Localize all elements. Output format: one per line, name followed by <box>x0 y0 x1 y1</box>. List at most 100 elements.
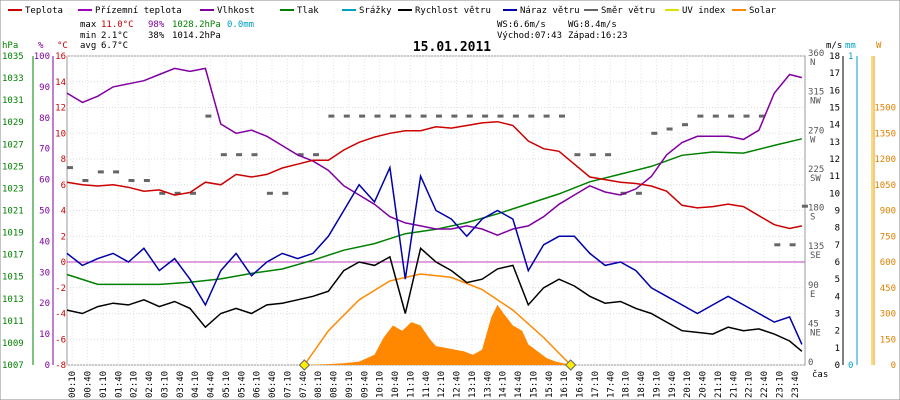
hum-tick-label: 20 <box>39 299 50 309</box>
unit-solar: W <box>876 41 882 51</box>
wind-dir-mark <box>128 179 135 182</box>
hum-tick-label: 0 <box>45 361 50 371</box>
press-tick-label: 1031 <box>2 96 24 106</box>
wind-dir-mark <box>82 179 89 182</box>
solar-tick-label: 600 <box>880 258 896 268</box>
unit-wind: m/s <box>826 41 842 51</box>
wind-dir-mark <box>266 191 273 195</box>
x-tick-label: 09:10 <box>345 371 355 398</box>
wind-tick-label: 2 <box>835 327 840 337</box>
dir-tick-label: 225 <box>808 165 824 175</box>
sun-marker <box>298 359 311 371</box>
wind-tick-label: 4 <box>835 292 840 302</box>
x-tick-label: 01:10 <box>99 371 109 398</box>
temp-tick-label: 2 <box>61 232 66 242</box>
rain-tick-label: 0 <box>848 361 853 371</box>
wind-dir-mark <box>220 153 227 157</box>
wind-dir-mark <box>543 114 550 118</box>
legend-label: Srážky <box>359 6 392 16</box>
wind-dir-mark <box>559 114 565 118</box>
legend-label: Teplota <box>25 6 63 16</box>
x-tick-label: 22:10 <box>745 371 755 398</box>
x-tick-label: 03:40 <box>176 371 186 398</box>
dir-name-label: S <box>810 213 815 223</box>
dir-tick-label: 0 <box>808 358 813 368</box>
stat-min-temp: 2.1°C <box>101 31 128 41</box>
wind-dir-mark <box>297 153 304 157</box>
solar-tick-label: 900 <box>880 207 896 217</box>
temperature-series <box>66 120 803 230</box>
hum-tick-label: 30 <box>39 268 50 278</box>
hum-tick-label: 60 <box>39 176 50 186</box>
unit-rain: mm <box>845 41 856 51</box>
wind-dir-mark <box>174 191 181 195</box>
wind-dir-mark <box>420 114 427 118</box>
stat-avg-temp: 6.7°C <box>101 41 128 51</box>
wind-dir-mark <box>205 114 212 118</box>
hum-tick-label: 40 <box>39 237 50 247</box>
x-tick-label: 23:40 <box>791 371 801 398</box>
temp-tick-label: 14 <box>55 78 66 88</box>
hum-tick-label: 100 <box>34 52 50 62</box>
dir-name-label: NE <box>810 328 821 338</box>
chart-title: 15.01.2011 <box>413 40 491 55</box>
x-tick-label: 07:10 <box>283 371 293 398</box>
dir-name-label: NW <box>810 97 821 107</box>
solar-tick-label: 300 <box>880 310 896 320</box>
press-tick-label: 1019 <box>2 229 24 239</box>
press-tick-label: 1035 <box>2 52 24 62</box>
unit-temp: °C <box>57 41 68 51</box>
legend-label: Tlak <box>297 6 319 16</box>
wind-dir-mark <box>466 114 473 118</box>
rain-tick-label: 1 <box>848 52 853 62</box>
x-tick-label: 02:40 <box>145 371 155 398</box>
wind-dir-mark <box>159 191 166 195</box>
x-tick-label: 07:40 <box>299 371 309 398</box>
wind-dir-mark <box>436 114 442 118</box>
legend-label: Vlhkost <box>217 6 255 16</box>
press-tick-label: 1015 <box>2 273 24 283</box>
stat-max-press: 1028.2hPa <box>172 20 221 30</box>
wind-dir-mark <box>789 243 796 247</box>
x-tick-label: 19:10 <box>652 371 662 398</box>
wind-dir-mark <box>605 153 612 157</box>
legend-label: Směr větru <box>601 6 655 16</box>
wind-dir-mark <box>359 114 366 118</box>
wind-dir-mark <box>497 114 504 118</box>
wind-dir-mark <box>374 114 381 118</box>
wind-dir-mark <box>589 153 596 157</box>
solar-theoretical-curve <box>303 273 572 366</box>
dir-name-label: SE <box>810 251 821 261</box>
wind-dir-mark <box>451 114 458 118</box>
legend-label: Rychlost větru <box>415 6 491 16</box>
hum-tick-label: 70 <box>39 145 50 155</box>
dir-name-label: W <box>810 135 816 145</box>
x-axis: 00:10 00:40 01:10 01:40 02:10 02:40 03:10 03:40… <box>68 369 828 398</box>
x-tick-label: 17:10 <box>591 371 601 398</box>
x-tick-label: 11:10 <box>406 371 416 398</box>
hum-tick-label: 50 <box>39 207 50 217</box>
stat-ws: WS:6.6m/s <box>497 20 546 30</box>
plot-grid <box>66 55 806 366</box>
dir-tick-label: 135 <box>808 242 824 252</box>
dir-name-label: SW <box>810 174 821 184</box>
x-tick-label: 03:10 <box>160 371 170 398</box>
wind-tick-label: 3 <box>835 310 840 320</box>
legend-label: UV index <box>682 6 726 16</box>
wind-dir-mark <box>697 114 704 118</box>
press-tick-label: 1017 <box>2 251 24 261</box>
dir-tick-label: 270 <box>808 126 824 136</box>
x-tick-label: 20:40 <box>699 371 709 398</box>
wind-dir-mark <box>343 114 350 118</box>
wind-dir-mark <box>758 114 765 118</box>
x-tick-label: 08:40 <box>330 371 340 398</box>
wind-dir-mark <box>682 123 688 127</box>
x-tick-label: 04:40 <box>207 371 217 398</box>
x-tick-label: 22:40 <box>760 371 770 398</box>
wind-tick-label: 0 <box>835 361 840 371</box>
wind-tick-label: 1 <box>835 344 840 354</box>
temp-tick-label: 6 <box>61 181 66 191</box>
wind-tick-label: 7 <box>835 241 840 251</box>
wind-dir-mark <box>113 170 120 174</box>
